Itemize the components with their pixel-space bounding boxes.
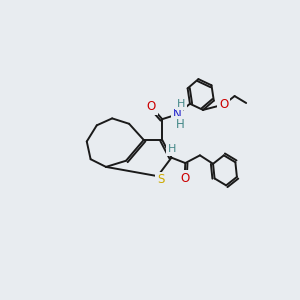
Text: H: H — [168, 144, 176, 154]
Text: H: H — [176, 99, 185, 109]
Text: O: O — [219, 98, 228, 111]
Text: N: N — [172, 108, 181, 121]
Text: O: O — [147, 100, 156, 113]
Text: S: S — [157, 173, 164, 187]
Text: H: H — [176, 118, 184, 131]
Text: O: O — [180, 172, 189, 185]
